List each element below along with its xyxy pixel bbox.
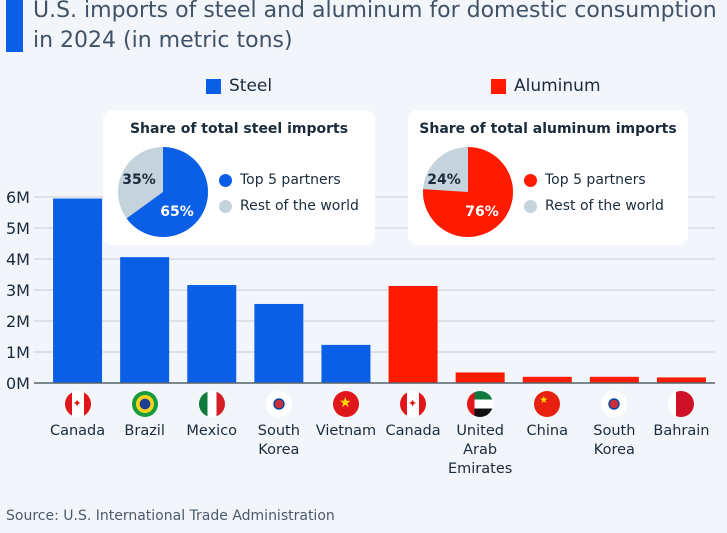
canada-flag-icon: ✦ — [400, 391, 427, 417]
legend-aluminum-swatch — [491, 78, 506, 94]
bar-steel-0 — [53, 198, 103, 383]
y-tick-label: 0M — [6, 374, 30, 393]
legend-steel-swatch — [206, 78, 221, 94]
pie-slice-top5 — [126, 147, 208, 237]
legend-steel: Steel — [206, 76, 272, 96]
y-tick-label: 4M — [6, 250, 30, 269]
pie-label-rest: 24% — [427, 172, 461, 188]
x-tick-label: Canada — [49, 423, 106, 439]
x-tick-label: Brazil — [124, 423, 165, 439]
south-korea-flag-icon — [601, 391, 628, 417]
bar-steel-3 — [254, 303, 304, 383]
steel-legend-top5: Top 5 partners — [219, 172, 341, 188]
x-tick-label: South Korea — [257, 423, 300, 458]
bar-steel-4 — [321, 344, 371, 383]
bar-aluminum-5 — [388, 285, 438, 383]
legend-steel-label: Steel — [229, 76, 273, 96]
x-tick-label: Mexico — [186, 423, 238, 439]
steel-share-card: Share of total steel imports 65% 35% Top … — [103, 110, 375, 245]
pie-slice-top5 — [423, 147, 513, 237]
steel-share-title: Share of total steel imports — [129, 121, 349, 137]
bahrain-flag-icon — [668, 391, 695, 417]
pie-label-rest: 35% — [122, 172, 156, 188]
uae-flag-icon — [467, 391, 494, 417]
pie-label-top5: 65% — [160, 204, 194, 220]
bar-aluminum-7 — [522, 376, 572, 383]
x-tick-label: Bahrain — [653, 423, 710, 439]
south-korea-flag-icon — [265, 391, 292, 417]
vietnam-flag-icon: ★ — [332, 391, 359, 417]
legend-aluminum-label: Aluminum — [514, 76, 601, 96]
bar-steel-2 — [187, 285, 237, 383]
y-tick-label: 3M — [6, 281, 30, 300]
bar-aluminum-6 — [455, 372, 505, 383]
x-tick-label: Vietnam — [315, 423, 377, 439]
steel-share-pie: 65%35% — [118, 147, 208, 237]
chart-title: U.S. imports of steel and aluminum for d… — [33, 0, 717, 53]
x-tick-label: South Korea — [593, 423, 636, 458]
bar-aluminum-9 — [656, 377, 706, 383]
pie-label-top5: 76% — [465, 204, 499, 220]
canada-flag-icon: ✦ — [64, 391, 91, 417]
y-tick-label: 2M — [6, 312, 30, 331]
steel-legend-rest: Rest of the world — [219, 198, 359, 214]
aluminum-share-pie: 76%24% — [423, 147, 513, 237]
y-tick-label: 6M — [6, 188, 30, 207]
bar-aluminum-8 — [589, 376, 639, 383]
x-tick-label: Canada — [385, 423, 441, 439]
y-tick-label: 1M — [6, 343, 30, 362]
aluminum-legend-top5: Top 5 partners — [524, 172, 646, 188]
y-tick-label: 5M — [6, 219, 30, 238]
aluminum-legend-rest: Rest of the world — [524, 198, 664, 214]
aluminum-share-card: Share of total aluminum imports 76% 24% T… — [408, 110, 688, 245]
title-accent-bar — [6, 0, 23, 52]
source-note: Source: U.S. International Trade Adminis… — [6, 508, 335, 524]
x-tick-label: China — [526, 423, 568, 439]
aluminum-share-title: Share of total aluminum imports — [419, 121, 677, 137]
brazil-flag-icon — [131, 391, 158, 417]
x-tick-label: United Arab Emirates — [447, 423, 513, 477]
china-flag-icon: ★ — [534, 391, 561, 417]
bar-steel-1 — [120, 257, 170, 383]
mexico-flag-icon — [198, 391, 225, 417]
legend-aluminum: Aluminum — [491, 76, 601, 96]
